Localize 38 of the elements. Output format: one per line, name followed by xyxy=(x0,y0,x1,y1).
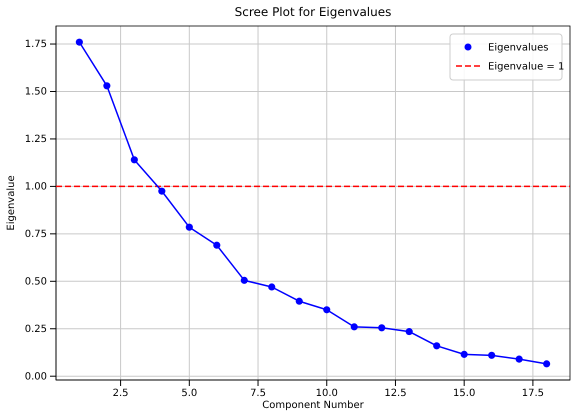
x-tick-label: 15.0 xyxy=(453,388,476,400)
point xyxy=(296,298,303,305)
point xyxy=(460,350,468,358)
point xyxy=(186,224,193,231)
point xyxy=(213,242,220,249)
point xyxy=(158,188,166,195)
x-axis-title: Component Number xyxy=(262,400,365,411)
legend-label: Eigenvalue = 1 xyxy=(488,62,564,72)
point xyxy=(543,360,550,368)
point xyxy=(323,306,330,314)
point xyxy=(406,328,413,336)
point xyxy=(516,356,523,363)
point xyxy=(268,283,276,291)
legend-label: Eigenvalues xyxy=(488,42,548,54)
y-tick-label: 0.25 xyxy=(24,324,47,335)
point xyxy=(103,82,110,90)
y-tick-label: 0.50 xyxy=(24,276,47,288)
y-axis-title: Eigenvalue xyxy=(6,175,17,231)
x-tick-label: 5.0 xyxy=(181,388,198,400)
point xyxy=(240,276,248,284)
x-tick-label: 10.0 xyxy=(316,388,338,400)
point xyxy=(433,342,440,350)
point xyxy=(76,38,83,46)
point xyxy=(130,156,138,164)
x-tick-label: 2.5 xyxy=(112,388,129,400)
point xyxy=(378,324,386,332)
x-tick-label: 17.5 xyxy=(522,388,544,400)
y-tick-label: 0.00 xyxy=(24,371,47,382)
y-tick-label: 1.50 xyxy=(24,86,47,98)
chart-title: Scree Plot for Eigenvalues xyxy=(234,5,392,19)
x-tick-label: 7.5 xyxy=(250,388,266,400)
y-tick-label: 0.75 xyxy=(24,229,47,240)
y-tick-label: 1.25 xyxy=(24,134,47,146)
point xyxy=(350,323,358,330)
y-tick-label: 1.75 xyxy=(24,39,47,50)
y-tick-label: 1.00 xyxy=(24,182,47,193)
x-tick-label: 12.5 xyxy=(384,388,407,400)
point xyxy=(488,352,496,359)
